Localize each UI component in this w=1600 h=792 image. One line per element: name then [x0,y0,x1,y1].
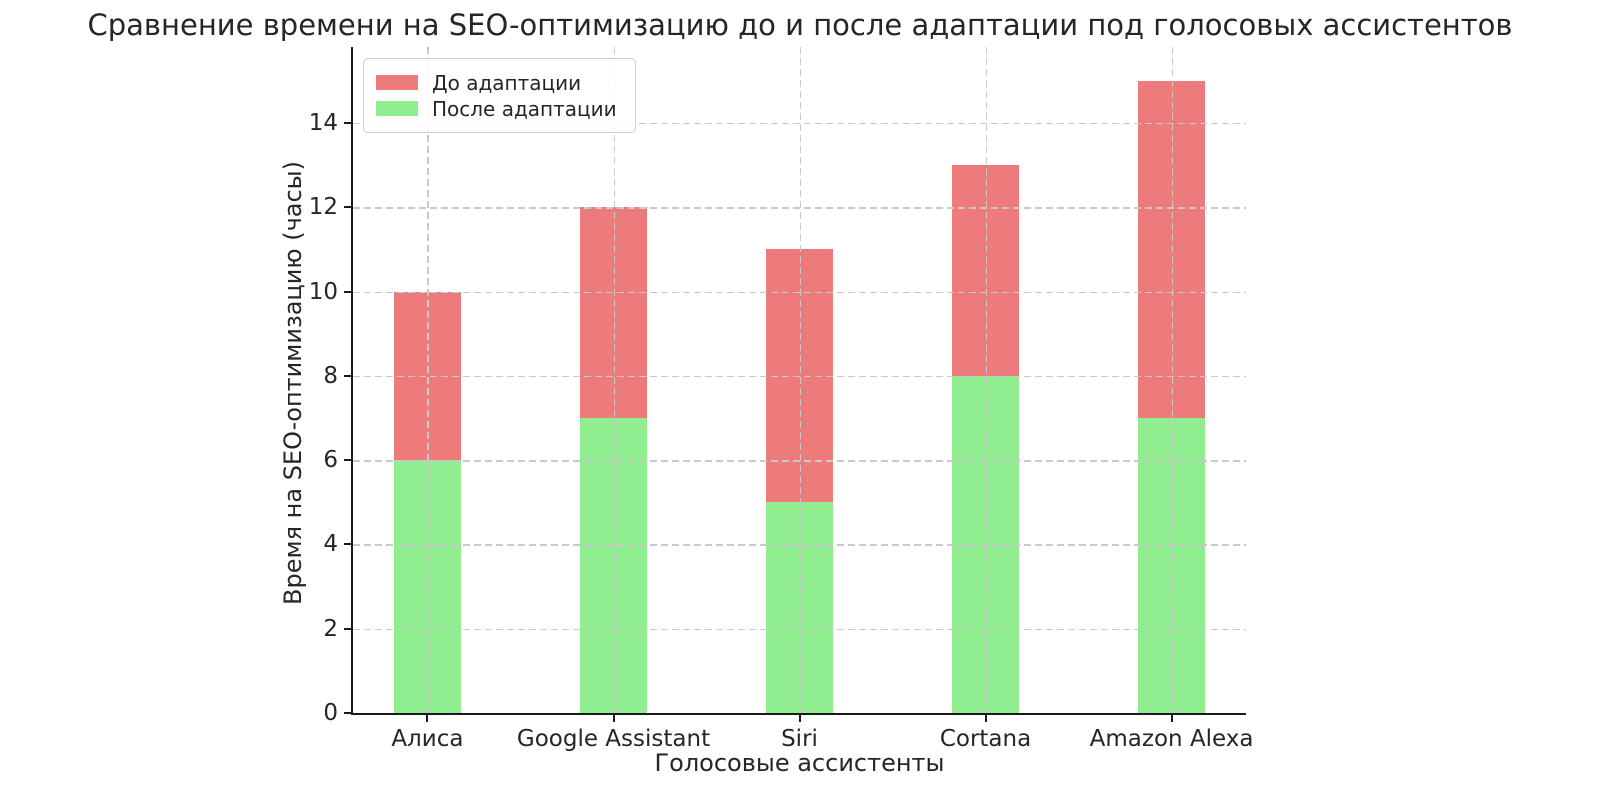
xtick-mark-1 [612,715,615,722]
legend-swatch-after [376,101,418,116]
ytick-mark-6 [344,459,351,462]
ytick-mark-12 [344,206,351,209]
ytick-label-8: 8 [323,362,338,389]
legend-label-before: До адаптации [432,70,582,95]
xtick-mark-3 [984,715,987,722]
ytick-label-12: 12 [308,194,338,221]
xtick-label-1: Google Assistant [516,726,711,752]
ytick-label-14: 14 [308,109,338,136]
vgridline-4 [1171,47,1174,713]
ytick-label-0: 0 [323,700,338,726]
xtick-label-4: Amazon Alexa [1089,726,1254,752]
chart-title: Сравнение времени на SEO-оптимизацию до … [87,8,1513,42]
legend-item-after: После адаптации [376,96,617,121]
ytick-label-4: 4 [323,531,338,558]
ytick-mark-8 [344,374,351,377]
vgridline-1 [613,47,615,713]
x-axis-label: Голосовые ассистенты [654,749,945,777]
ytick-mark-10 [344,290,351,293]
plot-area: До адаптации После адаптации [351,47,1246,715]
xtick-mark-4 [1170,715,1173,722]
ytick-label-2: 2 [323,615,338,642]
legend: До адаптации После адаптации [363,58,636,133]
xtick-label-0: Алиса [391,726,464,752]
xtick-label-2: Siri [781,726,818,752]
xtick-mark-2 [798,715,801,722]
ytick-mark-4 [344,543,351,546]
ytick-mark-0 [344,712,351,714]
ytick-label-6: 6 [323,447,338,474]
left-spine [351,47,353,715]
bottom-spine [351,713,1246,715]
legend-item-before: До адаптации [376,70,617,95]
ytick-label-10: 10 [308,278,338,305]
legend-swatch-before [376,75,418,90]
vgridline-0 [427,47,429,713]
ytick-mark-14 [344,121,351,124]
xtick-label-3: Cortana [939,726,1032,752]
vgridline-2 [799,47,801,713]
ytick-mark-2 [344,627,351,630]
vgridline-3 [985,47,987,713]
xtick-mark-0 [426,715,429,722]
legend-label-after: После адаптации [432,96,617,121]
